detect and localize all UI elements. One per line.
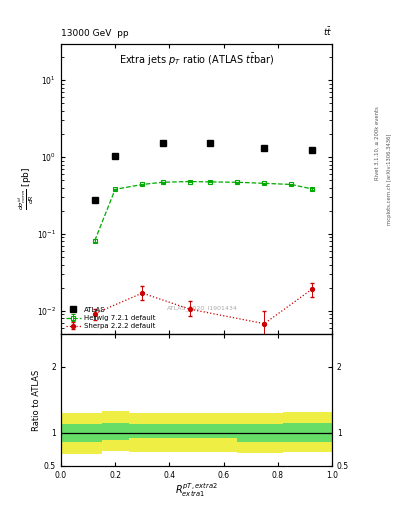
Text: Rivet 3.1.10, ≥ 200k events: Rivet 3.1.10, ≥ 200k events <box>375 106 380 180</box>
ATLAS <box>92 197 97 203</box>
ATLAS <box>113 153 118 159</box>
ATLAS <box>208 140 212 146</box>
Text: 13000 GeV  pp: 13000 GeV pp <box>61 29 129 38</box>
X-axis label: $R_{extra1}^{pT,extra2}$: $R_{extra1}^{pT,extra2}$ <box>175 481 218 499</box>
Y-axis label: Ratio to ATLAS: Ratio to ATLAS <box>32 369 41 431</box>
ATLAS <box>160 140 165 146</box>
Line: ATLAS: ATLAS <box>92 140 315 203</box>
Text: ATLAS_2020_I1901434: ATLAS_2020_I1901434 <box>167 305 237 311</box>
Text: Extra jets $p_T$ ratio (ATLAS $t\bar{t}$bar): Extra jets $p_T$ ratio (ATLAS $t\bar{t}$… <box>119 52 274 68</box>
ATLAS <box>262 145 266 151</box>
Y-axis label: $\frac{d\sigma^{id}_{norm}}{dR}$ [pb]: $\frac{d\sigma^{id}_{norm}}{dR}$ [pb] <box>16 167 35 210</box>
ATLAS <box>309 147 314 154</box>
Text: mcplots.cern.ch [arXiv:1306.3436]: mcplots.cern.ch [arXiv:1306.3436] <box>387 134 391 225</box>
Legend: ATLAS, Herwig 7.2.1 default, Sherpa 2.2.2 default: ATLAS, Herwig 7.2.1 default, Sherpa 2.2.… <box>64 306 157 330</box>
Text: $t\bar{t}$: $t\bar{t}$ <box>323 26 332 38</box>
